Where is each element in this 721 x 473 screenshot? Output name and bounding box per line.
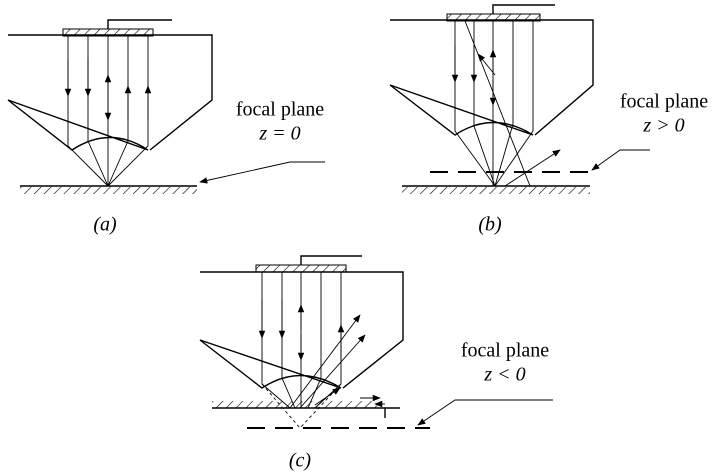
transducer-body — [8, 35, 212, 150]
focal-condition: z > 0 — [642, 115, 684, 137]
leader-line — [418, 400, 553, 425]
leader-line — [592, 150, 650, 170]
electrode — [256, 265, 346, 272]
electrode — [447, 14, 540, 21]
caption: (c) — [289, 450, 312, 472]
wire — [301, 256, 362, 265]
rays — [68, 36, 148, 186]
wire — [108, 20, 172, 29]
focal-label: focal plane — [236, 99, 324, 121]
focal-condition: z = 0 — [258, 123, 300, 145]
rays — [455, 21, 560, 186]
diagram: focal plane z = 0 (a) focal plane z > 0 … — [0, 0, 721, 473]
panel-a: focal plane z = 0 (a) — [8, 20, 325, 236]
leader-line — [200, 162, 325, 182]
focal-label: focal plane — [461, 340, 549, 362]
panel-c: focal plane z < 0 (c) — [200, 256, 553, 472]
substrate-hatch — [20, 187, 197, 194]
transducer-body — [390, 20, 593, 135]
caption: (b) — [478, 214, 502, 236]
substrate-hatch — [212, 401, 385, 408]
focal-label: focal plane — [620, 91, 708, 113]
wire — [493, 5, 555, 14]
focal-condition: z < 0 — [483, 364, 525, 386]
panel-b: focal plane z > 0 (b) — [390, 5, 708, 236]
transducer-body — [200, 272, 403, 388]
substrate-hatch — [402, 187, 590, 194]
caption: (a) — [93, 214, 117, 236]
electrode — [63, 29, 153, 36]
substrate — [212, 408, 400, 418]
